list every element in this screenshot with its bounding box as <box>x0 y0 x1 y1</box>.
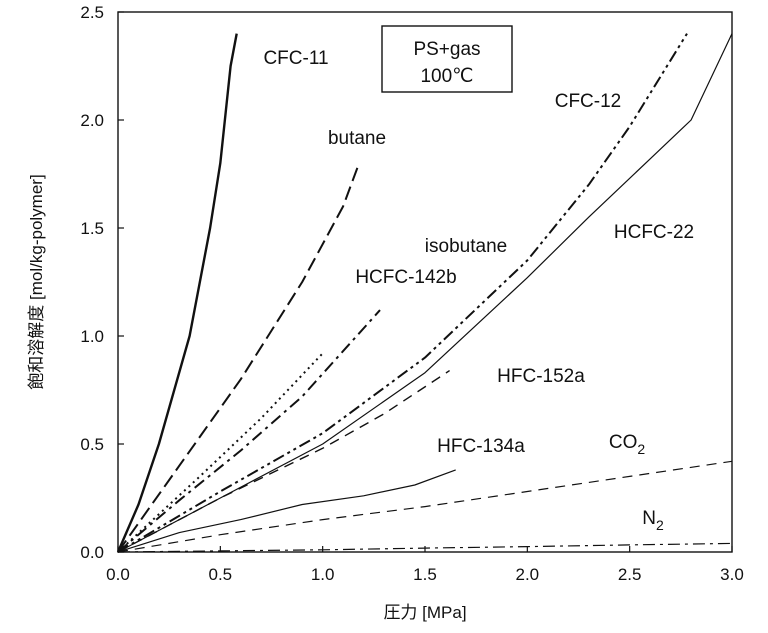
y-axis-title: 飽和溶解度 [mol/kg-polymer] <box>27 174 46 389</box>
series-line-hcfc-22 <box>117 33 733 553</box>
series-labels: CFC-11 butane isobutane HCFC-142b CFC-12 HCFC… <box>263 48 694 533</box>
x-tick-label: 1.0 <box>311 565 335 584</box>
series-label-n2: N2 <box>642 508 664 533</box>
series-label-text: HFC-152a <box>497 366 585 387</box>
series-line-hfc-134a <box>117 469 456 553</box>
y-tick-label: 2.0 <box>80 111 104 130</box>
series-label-text: N <box>642 508 656 529</box>
x-tick-label: 3.0 <box>720 565 744 584</box>
series-label-hfc-134a: HFC-134a <box>437 436 525 457</box>
series-line-isobutane <box>117 352 324 553</box>
y-tick-label: 1.0 <box>80 327 104 346</box>
series-label-text: HCFC-142b <box>355 267 456 288</box>
series-line-cfc-11 <box>116 33 238 553</box>
series-label-text: butane <box>328 128 386 149</box>
series-label-text: isobutane <box>425 236 507 257</box>
series-label-cfc-12: CFC-12 <box>555 91 622 112</box>
y-tick-label: 1.5 <box>80 219 104 238</box>
plot-area <box>117 11 733 553</box>
x-axis-title: 圧力 [MPa] <box>383 603 466 622</box>
series-line-n2 <box>117 542 733 553</box>
series-label-hcfc-142b: HCFC-142b <box>355 267 456 288</box>
series-label-text: HFC-134a <box>437 436 525 457</box>
x-tick-label: 0.5 <box>209 565 233 584</box>
y-tick-label: 0.5 <box>80 435 104 454</box>
series-label-isobutane: isobutane <box>425 236 507 257</box>
series-line-co2 <box>117 460 733 553</box>
x-axis-ticks: 0.0 0.5 1.0 1.5 2.0 2.5 3.0 <box>106 546 744 584</box>
series-label-text: HCFC-22 <box>614 222 694 243</box>
x-tick-label: 1.5 <box>413 565 437 584</box>
y-axis-ticks: 0.0 0.5 1.0 1.5 2.0 2.5 <box>80 3 124 562</box>
series-line-butane <box>117 167 359 553</box>
y-tick-label: 2.5 <box>80 3 104 22</box>
x-tick-label: 2.5 <box>618 565 642 584</box>
legend-line-2: 100℃ <box>420 66 473 87</box>
series-line-hfc-152a <box>117 370 450 553</box>
series-label-text: CO <box>609 432 638 453</box>
legend-line-1: PS+gas <box>413 39 480 60</box>
series-label-hcfc-22: HCFC-22 <box>614 222 694 243</box>
series-line-cfc-12 <box>117 33 688 553</box>
series-label-co2: CO2 <box>609 432 646 457</box>
series-label-cfc-11: CFC-11 <box>263 48 328 69</box>
series-label-subscript: 2 <box>637 441 645 457</box>
x-tick-label: 2.0 <box>516 565 540 584</box>
y-tick-label: 0.0 <box>80 543 104 562</box>
series-label-butane: butane <box>328 128 386 149</box>
series-label-text: CFC-11 <box>263 48 328 69</box>
series-label-subscript: 2 <box>656 517 664 533</box>
legend-box: PS+gas 100℃ <box>381 25 513 93</box>
series-line-hcfc-142b <box>117 309 381 553</box>
legend-frame <box>381 25 513 93</box>
x-tick-label: 0.0 <box>106 565 130 584</box>
series-lines <box>116 33 733 553</box>
series-label-hfc-152a: HFC-152a <box>497 366 585 387</box>
series-label-text: CFC-12 <box>555 91 622 112</box>
